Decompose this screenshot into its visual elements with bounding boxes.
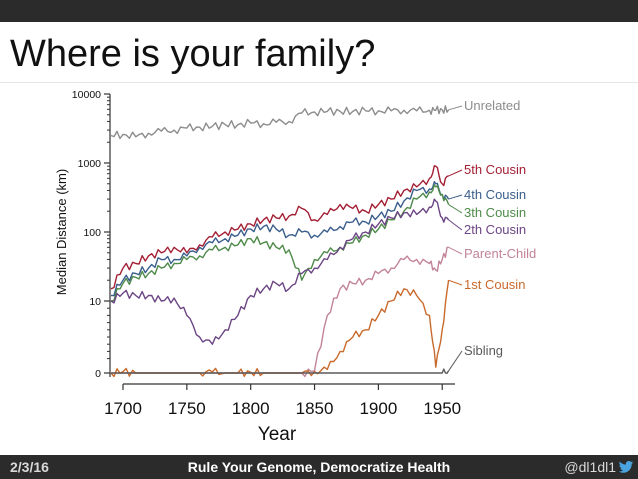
title-bar [0,22,638,83]
chart-area: 0 10 100 1000 10000 Median Distance (km) 1700 1… [0,82,638,454]
y-tick-label: 10000 [72,89,101,101]
series-label: 2th Cousin [464,222,526,237]
series-label: Unrelated [464,98,520,113]
x-tick-label: 1700 [104,399,142,418]
series-label: 5th Cousin [464,162,526,177]
series-leader-line [448,169,463,177]
series-leader-line [448,194,463,200]
series-line-unrelated [110,105,450,140]
top-bar [0,0,638,22]
series-line-4th-cousin [110,181,450,297]
series-line-5th-cousin [110,165,449,290]
x-tick-label: 1950 [423,399,461,418]
x-tick-label: 1900 [359,399,397,418]
series-line-parent-child [111,246,449,378]
chart-axes: 0 10 100 1000 10000 Median Distance (km) 1700 1… [54,89,461,445]
series-line-1st-cousin [110,280,450,378]
y-tick-label: 1000 [78,158,102,170]
series-leader-line [448,105,463,111]
series-leader-line [448,219,463,231]
series-label: 1st Cousin [464,277,525,292]
median-distance-chart: 0 10 100 1000 10000 Median Distance (km) 1700 1… [54,89,536,445]
chart-series-labels: Unrelated 5th Cousin 4th Cousin 3th Cousin 2… [448,98,536,372]
series-leader-line [448,246,463,255]
y-tick-label: 100 [83,227,101,239]
chart-series [110,105,450,378]
footer-date: 2/3/16 [10,459,49,475]
footer-twitter-handle[interactable]: @dl1dl1 [564,459,616,475]
series-leader-line [448,204,463,214]
footer: 2/3/16 Rule Your Genome, Democratize Hea… [0,455,638,479]
x-axis-label: Year [258,424,297,445]
series-label: Sibling [464,343,503,358]
x-tick-label: 1800 [232,399,270,418]
series-label: 4th Cousin [464,187,526,202]
series-line-sibling [111,368,450,374]
series-leader-line [448,350,463,372]
footer-presentation-title: Rule Your Genome, Democratize Health [187,459,451,475]
twitter-bird-icon[interactable] [618,461,634,473]
y-tick-label: 0 [95,368,101,380]
series-line-3th-cousin [110,184,450,302]
series-label: Parent-Child [464,246,536,261]
slide-title: Where is your family? [10,33,376,75]
x-tick-label: 1750 [168,399,206,418]
series-leader-line [448,279,463,286]
y-axis-label: Median Distance (km) [54,169,69,295]
series-label: 3th Cousin [464,205,526,220]
x-tick-label: 1850 [296,399,334,418]
series-line-2th-cousin [110,198,450,345]
y-tick-label: 10 [89,296,101,308]
